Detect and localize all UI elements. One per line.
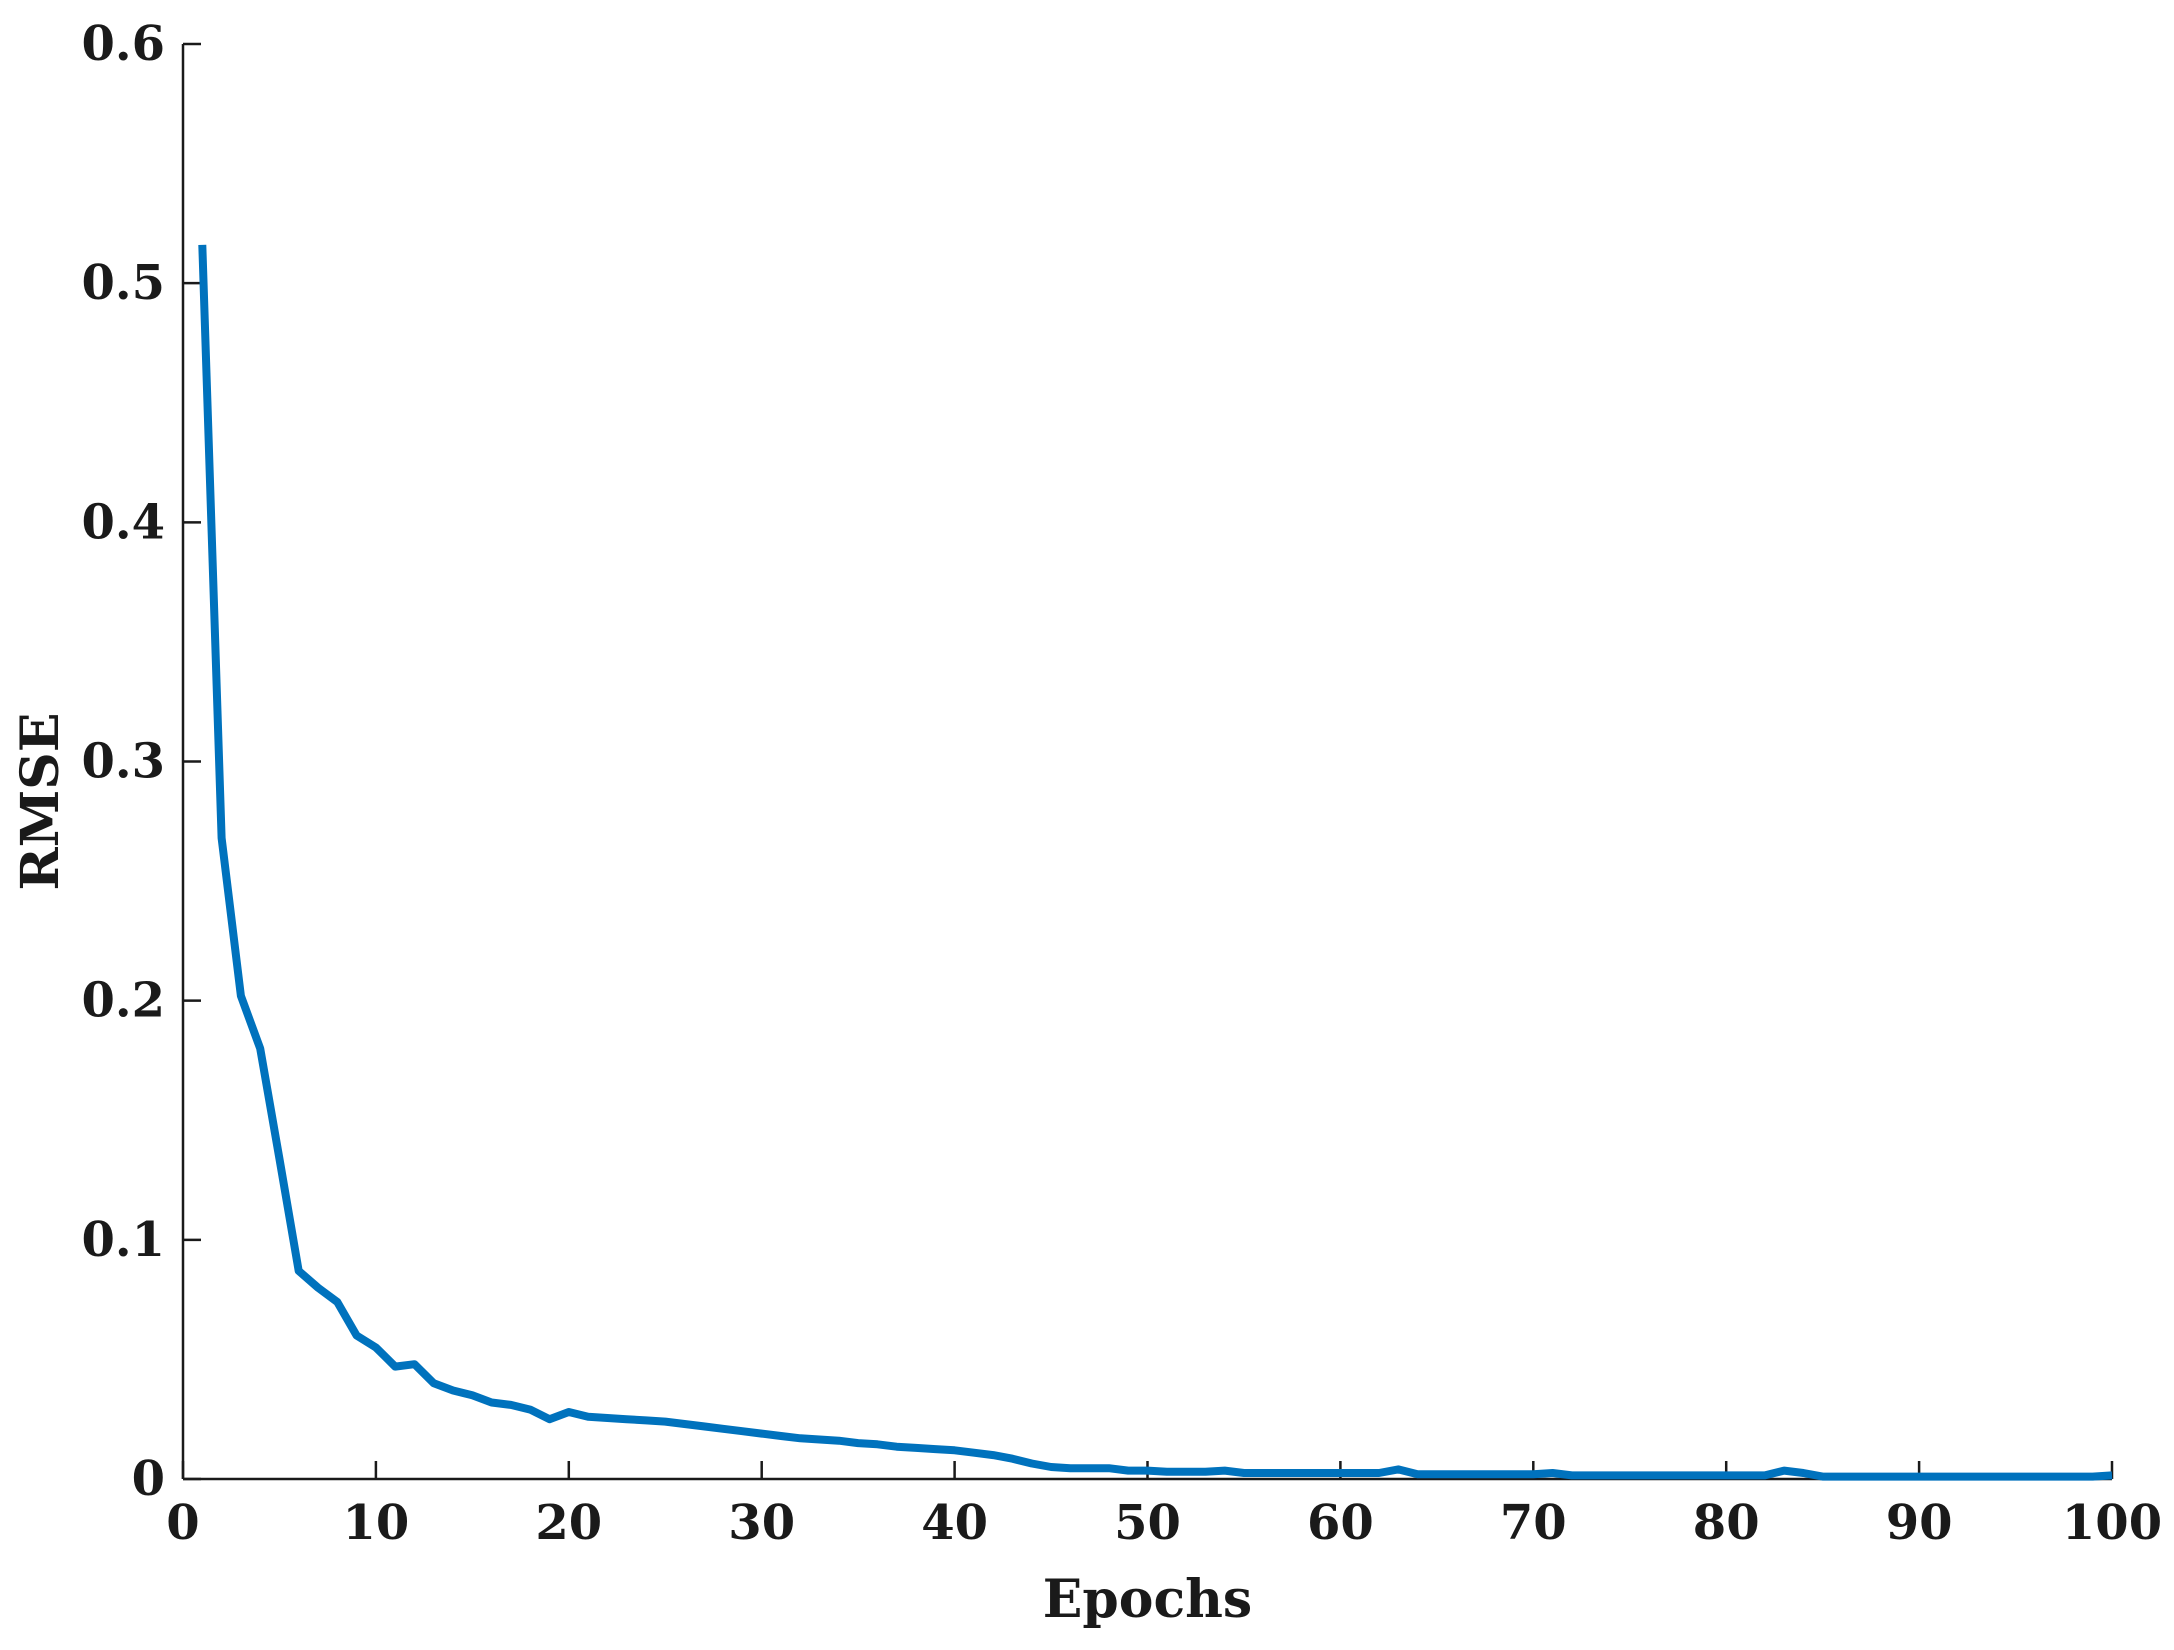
x-axis-ticks: 0 10 20 30 40 50 60 70 80 90 100 bbox=[166, 1461, 2162, 1551]
x-tick-label: 30 bbox=[728, 1495, 795, 1551]
y-axis-ticks: 0 0.1 0.2 0.3 0.4 0.5 0.6 bbox=[81, 16, 201, 1507]
x-tick-label: 0 bbox=[166, 1495, 199, 1551]
x-tick-label: 50 bbox=[1114, 1495, 1181, 1551]
x-tick-label: 70 bbox=[1500, 1495, 1567, 1551]
y-tick-label: 0 bbox=[132, 1451, 165, 1507]
y-tick-label: 0.2 bbox=[81, 973, 165, 1029]
x-tick-label: 80 bbox=[1693, 1495, 1760, 1551]
y-tick-label: 0.3 bbox=[81, 734, 165, 790]
y-axis-title: RMSE bbox=[10, 713, 71, 891]
y-tick-label: 0.4 bbox=[81, 494, 165, 550]
x-tick-label: 90 bbox=[1886, 1495, 1953, 1551]
x-tick-label: 10 bbox=[343, 1495, 410, 1551]
series-line bbox=[198, 244, 2113, 1481]
y-tick-label: 0.6 bbox=[81, 16, 165, 72]
x-tick-label: 60 bbox=[1307, 1495, 1374, 1551]
x-axis-title: Epochs bbox=[1043, 1569, 1252, 1630]
x-tick-label: 100 bbox=[2062, 1495, 2162, 1551]
y-tick-label: 0.5 bbox=[81, 255, 165, 311]
x-tick-label: 20 bbox=[535, 1495, 602, 1551]
x-tick-label: 40 bbox=[921, 1495, 988, 1551]
y-tick-label: 0.1 bbox=[81, 1212, 165, 1268]
